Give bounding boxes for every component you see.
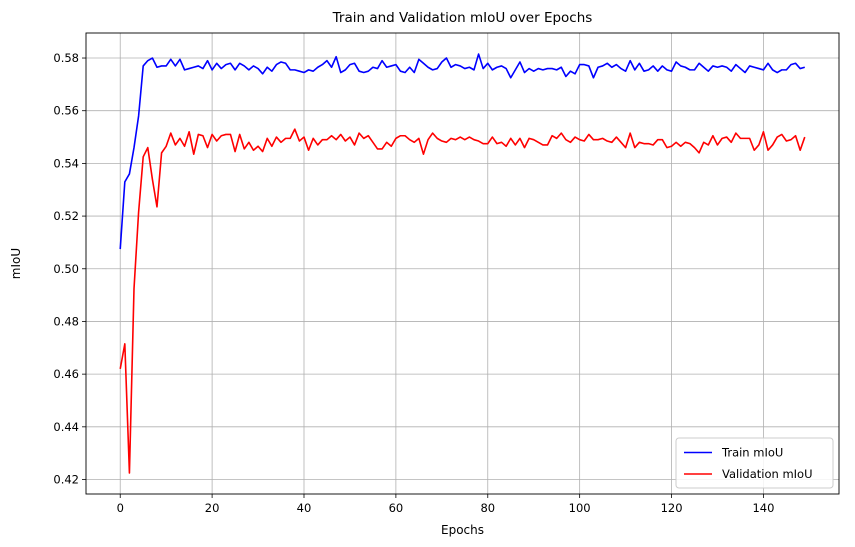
x-tick-label: 20	[205, 501, 220, 515]
series-line-validation	[119, 128, 806, 474]
x-tick-label: 140	[752, 501, 774, 515]
axis-ticks: 0 20 40 60 80 100 120 140 0.42 0.44 0.46 0.48 0.50 0.…	[53, 51, 774, 515]
y-tick-label: 0.44	[53, 420, 79, 434]
y-tick-label: 0.52	[53, 209, 79, 223]
y-tick-label: 0.46	[53, 367, 79, 381]
x-tick-label: 100	[569, 501, 591, 515]
series-lines	[119, 53, 806, 474]
x-tick-label: 0	[117, 501, 124, 515]
y-tick-label: 0.48	[53, 314, 79, 328]
y-axis-label: mIoU	[9, 248, 23, 279]
plot-frame	[85, 32, 840, 495]
chart-title: Train and Validation mIoU over Epochs	[332, 10, 593, 26]
legend-box	[675, 437, 834, 489]
legend-label-validation: Validation mIoU	[722, 467, 813, 481]
series-line-train	[119, 53, 805, 250]
x-tick-label: 120	[661, 501, 683, 515]
x-axis-label: Epochs	[441, 523, 484, 537]
y-tick-label: 0.56	[53, 104, 79, 118]
y-tick-label: 0.58	[53, 51, 79, 65]
x-tick-label: 40	[297, 501, 312, 515]
y-tick-label: 0.54	[53, 156, 79, 170]
x-tick-label: 60	[389, 501, 404, 515]
legend: Train mIoU Validation mIoU	[675, 437, 834, 489]
y-tick-label: 0.42	[53, 473, 79, 487]
grid-lines	[86, 33, 839, 494]
x-tick-label: 80	[480, 501, 495, 515]
y-tick-label: 0.50	[53, 262, 79, 276]
legend-label-train: Train mIoU	[721, 446, 783, 460]
